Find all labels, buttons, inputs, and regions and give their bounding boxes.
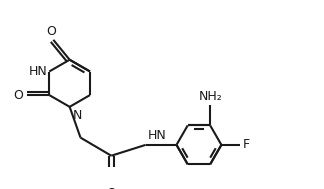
Text: HN: HN	[147, 129, 166, 142]
Text: O: O	[106, 187, 116, 189]
Text: O: O	[13, 89, 23, 101]
Text: F: F	[243, 138, 250, 151]
Text: NH₂: NH₂	[198, 90, 222, 103]
Text: HN: HN	[29, 65, 47, 78]
Text: N: N	[73, 109, 82, 122]
Text: O: O	[47, 25, 56, 38]
